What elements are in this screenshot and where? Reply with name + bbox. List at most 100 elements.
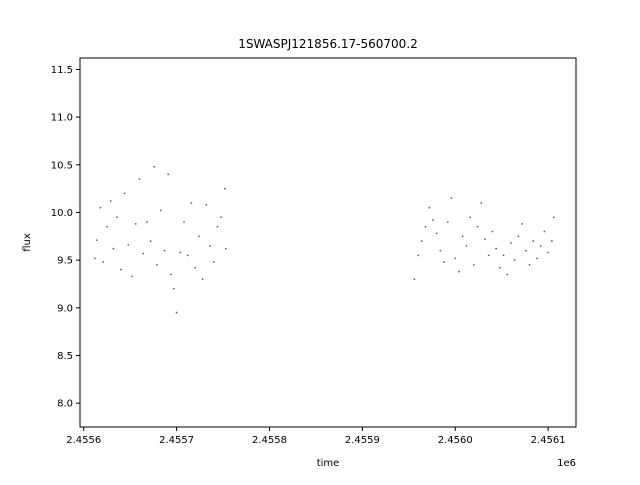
data-point	[428, 206, 431, 209]
x-tick-label: 2.4557	[159, 435, 194, 446]
data-point	[491, 230, 494, 233]
y-tick-label: 9.5	[57, 256, 73, 267]
data-point	[119, 268, 122, 271]
data-point	[435, 232, 438, 235]
data-point	[420, 240, 423, 242]
data-point	[413, 278, 416, 281]
data-point	[116, 216, 119, 219]
data-point	[536, 257, 538, 260]
data-point	[502, 254, 505, 257]
x-tick-label: 2.4560	[438, 435, 473, 446]
x-tick-label: 2.4559	[345, 435, 380, 446]
data-point	[201, 278, 204, 281]
x-axis-offset-label: 1e6	[557, 458, 576, 469]
data-point	[153, 165, 156, 168]
chart-title: 1SWASPJ121856.17-560700.2	[238, 37, 418, 51]
y-tick-label: 10.0	[51, 208, 73, 219]
data-point	[487, 254, 490, 257]
data-point	[163, 249, 166, 252]
y-axis-label: flux	[22, 233, 33, 252]
data-point	[484, 238, 486, 241]
y-tick-label: 10.5	[51, 160, 73, 171]
x-tick-label: 2.4556	[66, 435, 101, 446]
y-tick-label: 8.0	[57, 399, 73, 410]
data-point	[170, 273, 172, 276]
data-point	[134, 223, 137, 225]
x-tick-label: 2.4561	[531, 435, 566, 446]
data-point	[209, 244, 211, 247]
data-point	[109, 200, 112, 202]
data-point	[183, 221, 185, 223]
data-point	[517, 235, 520, 238]
data-point	[510, 242, 512, 244]
data-point	[539, 244, 542, 247]
y-tick-label: 8.5	[57, 351, 73, 362]
data-point	[224, 247, 227, 250]
data-point	[417, 254, 419, 257]
data-point	[513, 259, 516, 262]
data-point	[480, 202, 483, 204]
data-point	[127, 243, 130, 246]
data-point	[93, 257, 96, 260]
data-point	[159, 209, 162, 212]
data-point	[175, 311, 178, 314]
data-point	[179, 251, 182, 254]
data-point	[450, 197, 453, 200]
data-point	[495, 247, 498, 250]
data-point	[454, 257, 457, 260]
data-point	[95, 239, 98, 242]
y-axis-ticks: 8.0 8.5 9.0 9.5 10.0 10.5 11.0 11.5	[51, 65, 80, 410]
y-tick-label: 11.5	[51, 65, 73, 76]
data-point	[498, 266, 501, 269]
data-point	[112, 247, 115, 250]
data-point	[145, 221, 148, 223]
data-point	[131, 275, 133, 278]
data-point	[424, 225, 427, 228]
data-point	[543, 230, 546, 233]
data-point	[194, 266, 197, 269]
data-point	[102, 261, 105, 263]
data-point	[224, 187, 226, 190]
x-tick-label: 2.4558	[252, 435, 287, 446]
data-point	[167, 173, 170, 176]
data-point	[552, 216, 555, 219]
data-point	[506, 273, 509, 276]
data-point	[461, 235, 464, 238]
data-point	[106, 225, 108, 228]
data-point	[156, 264, 158, 266]
data-point	[524, 249, 527, 252]
data-points	[93, 165, 555, 314]
data-point	[443, 261, 445, 263]
data-point	[532, 240, 535, 242]
data-point	[550, 240, 553, 242]
data-point	[432, 219, 434, 221]
plot-frame	[79, 57, 577, 428]
data-point	[205, 203, 208, 206]
data-point	[142, 252, 145, 255]
data-point	[190, 202, 193, 204]
data-point	[469, 216, 472, 219]
data-point	[458, 270, 460, 273]
data-point	[220, 216, 223, 219]
data-point	[521, 223, 524, 225]
data-point	[123, 192, 126, 195]
data-point	[149, 240, 152, 242]
data-point	[439, 249, 442, 252]
plot-area	[80, 58, 576, 427]
data-point	[547, 251, 550, 254]
data-point	[472, 264, 475, 266]
data-point	[186, 254, 189, 257]
data-point	[212, 261, 215, 263]
y-tick-label: 11.0	[51, 113, 73, 124]
data-point	[465, 244, 468, 247]
data-point	[197, 235, 200, 238]
y-tick-label: 9.0	[57, 303, 73, 314]
data-point	[476, 225, 479, 228]
x-axis-ticks: 2.4556 2.4557 2.4558 2.4559 2.4560 2.4561	[66, 427, 566, 446]
data-point	[172, 287, 175, 290]
data-point	[99, 206, 102, 209]
data-point	[216, 225, 219, 228]
data-point	[528, 264, 531, 266]
